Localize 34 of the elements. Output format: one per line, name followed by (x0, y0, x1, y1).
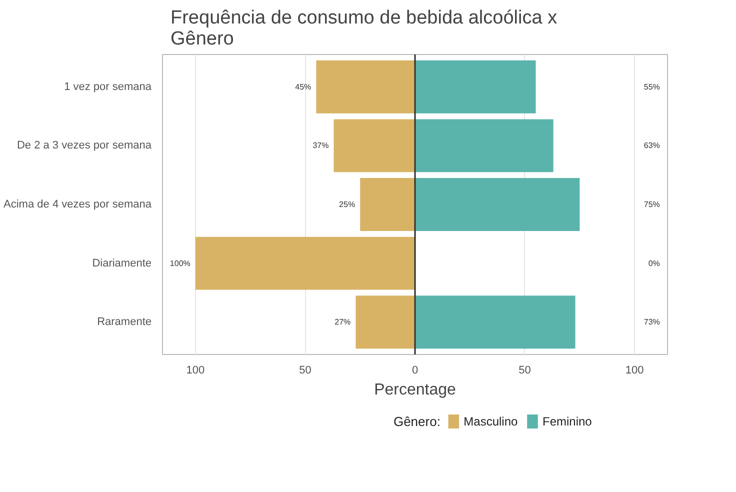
data-label: 100% (170, 258, 190, 268)
data-label: 27% (334, 318, 351, 327)
bar (415, 60, 536, 114)
bar (356, 296, 415, 349)
chart-title: Frequência de consumo de bebida alcoólica x Gênero (170, 8, 558, 50)
x-tick-label: 100 (186, 364, 205, 376)
bar (415, 119, 554, 172)
bar (415, 178, 580, 231)
y-tick-label: Acima de 4 vezes por semana (4, 198, 152, 210)
x-tick-label: 50 (518, 364, 531, 376)
y-tick-label: Diariamente (92, 257, 152, 270)
x-tick-label: 0 (412, 364, 418, 376)
data-label: 45% (295, 82, 312, 92)
x-tick-label: 100 (625, 364, 644, 376)
data-label: 37% (312, 141, 329, 150)
legend-title: Gênero: (393, 414, 440, 429)
data-label: 0% (648, 258, 660, 268)
data-label: 75% (644, 200, 660, 209)
bar (195, 236, 415, 290)
y-tick-label: 1 vez por semana (64, 80, 152, 93)
x-axis-title: Percentage (374, 382, 456, 398)
bar (316, 60, 415, 114)
legend-label: Feminino (542, 414, 592, 428)
bar (334, 119, 415, 172)
data-label: 55% (644, 82, 660, 92)
bar (415, 296, 576, 349)
legend-label: Masculino (464, 414, 518, 428)
bar (360, 178, 415, 231)
y-tick-label: Raramente (97, 316, 152, 328)
y-tick-label: De 2 a 3 vezes por semana (16, 140, 152, 152)
data-label: 63% (644, 141, 660, 150)
x-tick-label: 50 (299, 364, 312, 376)
data-label: 25% (339, 200, 356, 209)
data-label: 73% (644, 318, 660, 327)
